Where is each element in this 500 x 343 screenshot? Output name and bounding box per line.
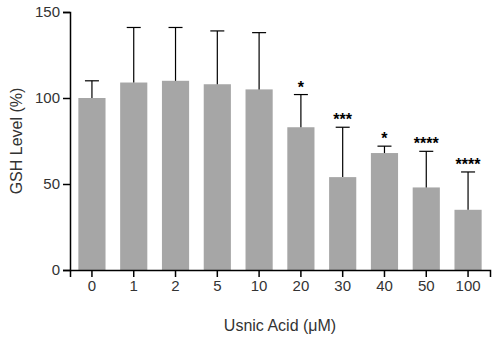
- error-line: [259, 33, 260, 90]
- x-tick-label: 30: [334, 277, 351, 294]
- marks: [78, 27, 481, 270]
- x-tick: 100: [456, 270, 481, 294]
- plot: *************05010015001251020304050100: [35, 3, 491, 293]
- y-tick-label: 0: [52, 261, 60, 278]
- significance-label: ****: [456, 156, 482, 173]
- error-line: [91, 81, 92, 98]
- bar: [120, 83, 147, 270]
- bar: [371, 153, 398, 270]
- y-axis-line: [63, 13, 71, 271]
- x-tick-label: 5: [213, 277, 221, 294]
- x-tick-label: 50: [418, 277, 435, 294]
- significance-label: *: [298, 79, 305, 96]
- x-tick-label: 20: [293, 277, 310, 294]
- y-tick-label: 150: [35, 3, 60, 20]
- error-cap: [210, 30, 224, 31]
- y-axis-title: GSH Level (%): [8, 88, 25, 195]
- error-cap: [85, 80, 99, 81]
- error-line: [133, 27, 134, 82]
- bar: [246, 89, 273, 270]
- y-tick-mark: [63, 12, 70, 14]
- x-tick-label: 40: [376, 277, 393, 294]
- error-bar: [461, 172, 475, 210]
- y-tick-mark: [63, 184, 70, 186]
- y-tick-mark: [63, 98, 70, 100]
- x-tick-label: 100: [456, 277, 481, 294]
- y-tick: 0: [52, 261, 70, 278]
- bar: [454, 210, 481, 270]
- x-tick: 0: [88, 270, 96, 294]
- x-tick: 1: [130, 270, 138, 294]
- error-bar: [210, 31, 224, 84]
- error-cap: [169, 27, 183, 28]
- x-tick-label: 10: [251, 277, 268, 294]
- y-tick: 50: [43, 175, 70, 192]
- y-tick-mark: [63, 270, 70, 272]
- x-tick-label: 1: [130, 277, 138, 294]
- significance-label: ***: [333, 111, 352, 128]
- error-line: [384, 146, 385, 153]
- x-tick: 5: [213, 270, 221, 294]
- bar: [413, 187, 440, 270]
- error-bar: [377, 146, 391, 153]
- bar: [78, 98, 105, 270]
- bar: [329, 177, 356, 270]
- x-tick: 30: [334, 270, 351, 294]
- y-tick-label: 100: [35, 89, 60, 106]
- x-tick: 50: [418, 270, 435, 294]
- x-tick: 2: [171, 270, 179, 294]
- bar: [287, 127, 314, 270]
- error-line: [300, 95, 301, 128]
- y-tick-label: 50: [43, 175, 60, 192]
- error-line: [342, 127, 343, 177]
- error-cap: [127, 27, 141, 28]
- error-cap: [252, 32, 266, 33]
- error-line: [426, 151, 427, 187]
- significance-label: ****: [414, 135, 440, 152]
- error-line: [467, 172, 468, 210]
- x-tick-label: 2: [171, 277, 179, 294]
- x-axis: 0 1 2 5 10 20 30 40 50 100: [71, 270, 491, 294]
- y-axis: 0 50 100 150: [35, 3, 71, 278]
- x-tick: 20: [293, 270, 310, 294]
- error-bar: [127, 27, 141, 82]
- x-axis-title: Usnic Acid (μM): [224, 317, 336, 334]
- error-bar: [336, 127, 350, 177]
- error-line: [217, 31, 218, 84]
- error-bar: [85, 81, 99, 98]
- significance-label: *: [381, 130, 388, 147]
- x-tick: 40: [376, 270, 393, 294]
- error-bar: [169, 27, 183, 80]
- error-bar: [252, 33, 266, 90]
- bar: [162, 81, 189, 270]
- x-tick-label: 0: [88, 277, 96, 294]
- error-bar: [294, 95, 308, 128]
- y-tick: 100: [35, 89, 70, 106]
- chart: *************05010015001251020304050100U…: [0, 0, 500, 343]
- x-tick: 10: [251, 270, 268, 294]
- bar: [204, 84, 231, 270]
- y-tick: 150: [35, 3, 70, 20]
- error-bar: [419, 151, 433, 187]
- error-line: [175, 27, 176, 80]
